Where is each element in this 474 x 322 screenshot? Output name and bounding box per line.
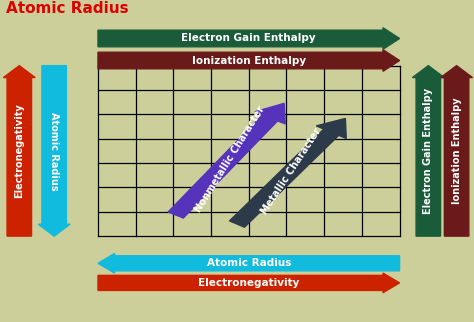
Text: Nonmetallic Character: Nonmetallic Character [193, 104, 267, 214]
Text: Ionization Enthalpy: Ionization Enthalpy [191, 55, 306, 65]
Text: Electron Gain Enthalpy: Electron Gain Enthalpy [423, 88, 433, 214]
FancyArrow shape [98, 28, 400, 49]
FancyArrow shape [441, 66, 473, 236]
FancyArrow shape [229, 118, 346, 227]
FancyArrow shape [98, 50, 400, 71]
Text: Electronegativity: Electronegativity [198, 278, 300, 288]
Text: Ionization Enthalpy: Ionization Enthalpy [452, 98, 462, 204]
Text: Atomic Radius: Atomic Radius [6, 1, 129, 16]
FancyArrow shape [168, 103, 285, 218]
Text: Electronegativity: Electronegativity [14, 103, 24, 198]
FancyArrow shape [3, 66, 35, 236]
Text: Metallic Character: Metallic Character [259, 126, 323, 216]
FancyArrow shape [98, 273, 400, 293]
Text: Atomic Radius: Atomic Radius [207, 258, 291, 268]
Text: Atomic Radius: Atomic Radius [49, 111, 59, 190]
Text: Electron Gain Enthalpy: Electron Gain Enthalpy [182, 33, 316, 43]
FancyArrow shape [412, 66, 444, 236]
FancyArrow shape [98, 253, 400, 273]
FancyArrow shape [38, 66, 70, 236]
